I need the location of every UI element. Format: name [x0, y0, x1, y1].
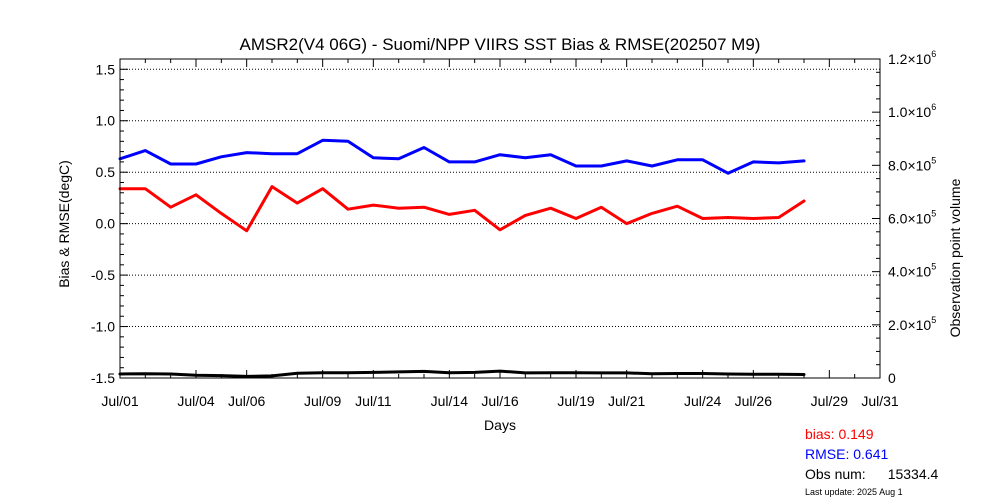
x-tick-label: Jul/04 — [177, 393, 215, 409]
x-tick-label: Jul/29 — [811, 393, 849, 409]
chart-title: AMSR2(V4 06G) - Suomi/NPP VIIRS SST Bias… — [240, 35, 761, 54]
y2-tick-exponent: 5 — [931, 262, 936, 272]
x-tick-label: Jul/19 — [557, 393, 595, 409]
y2-tick-exponent: 5 — [931, 209, 936, 219]
x-tick-label: Jul/01 — [101, 393, 139, 409]
x-tick-label: Jul/14 — [431, 393, 469, 409]
y2-tick-label: 1.2×106 — [888, 49, 936, 67]
y2-tick-label: 8.0×105 — [888, 155, 936, 173]
x-tick-label: Jul/24 — [684, 393, 722, 409]
obs-num-stat: Obs num: 15334.4 — [805, 466, 938, 482]
y-tick-label: 0.5 — [96, 164, 116, 180]
labels-layer: -1.5 -1.0 -0.5 0.0 0.5 1.0 1.5 0 2.0×105 4.0×105 6… — [91, 49, 936, 409]
y2-tick-exponent: 5 — [931, 155, 936, 165]
x-axis-label: Days — [484, 417, 516, 433]
y-tick-label: -1.5 — [91, 370, 115, 386]
last-update: Last update: 2025 Aug 1 — [805, 487, 903, 497]
x-tick-label: Jul/16 — [481, 393, 519, 409]
x-tick-label: Jul/21 — [608, 393, 646, 409]
x-tick-label: Jul/31 — [861, 393, 899, 409]
rmse-stat: RMSE: 0.641 — [805, 446, 889, 462]
series-line-rmse — [118, 138, 806, 175]
y2-tick-label: 0 — [888, 370, 896, 386]
y2-tick-label: 6.0×105 — [888, 209, 936, 227]
y-tick-label: -0.5 — [91, 267, 115, 283]
y2-tick-exponent: 5 — [931, 315, 936, 325]
y2-tick-exponent: 6 — [931, 102, 936, 112]
y-tick-label: -1.0 — [91, 319, 115, 335]
x-tick-label: Jul/09 — [304, 393, 342, 409]
obs-num-label: Obs num: — [805, 466, 866, 482]
bias-stat: bias: 0.149 — [805, 426, 874, 442]
x-tick-label: Jul/06 — [228, 393, 266, 409]
y-tick-label: 1.0 — [96, 113, 116, 129]
y2-axis-label: Observation point volume — [947, 178, 963, 337]
y-tick-label: 0.0 — [96, 216, 116, 232]
y2-tick-label: 1.0×106 — [888, 102, 936, 120]
y2-tick-exponent: 6 — [931, 49, 936, 59]
y2-tick-label: 4.0×105 — [888, 262, 936, 280]
x-tick-label: Jul/26 — [735, 393, 773, 409]
x-tick-label: Jul/11 — [355, 393, 392, 409]
ticks-layer — [119, 58, 881, 379]
y-tick-label: 1.5 — [96, 61, 116, 77]
series-line-bias — [118, 185, 806, 233]
y-axis-label: Bias & RMSE(degC) — [56, 160, 72, 288]
y2-tick-label: 2.0×105 — [888, 315, 936, 333]
grid-layer — [120, 68, 880, 328]
series-line-obs-num — [118, 369, 806, 378]
obs-num-value: 15334.4 — [887, 466, 939, 482]
series-layer — [118, 138, 806, 378]
